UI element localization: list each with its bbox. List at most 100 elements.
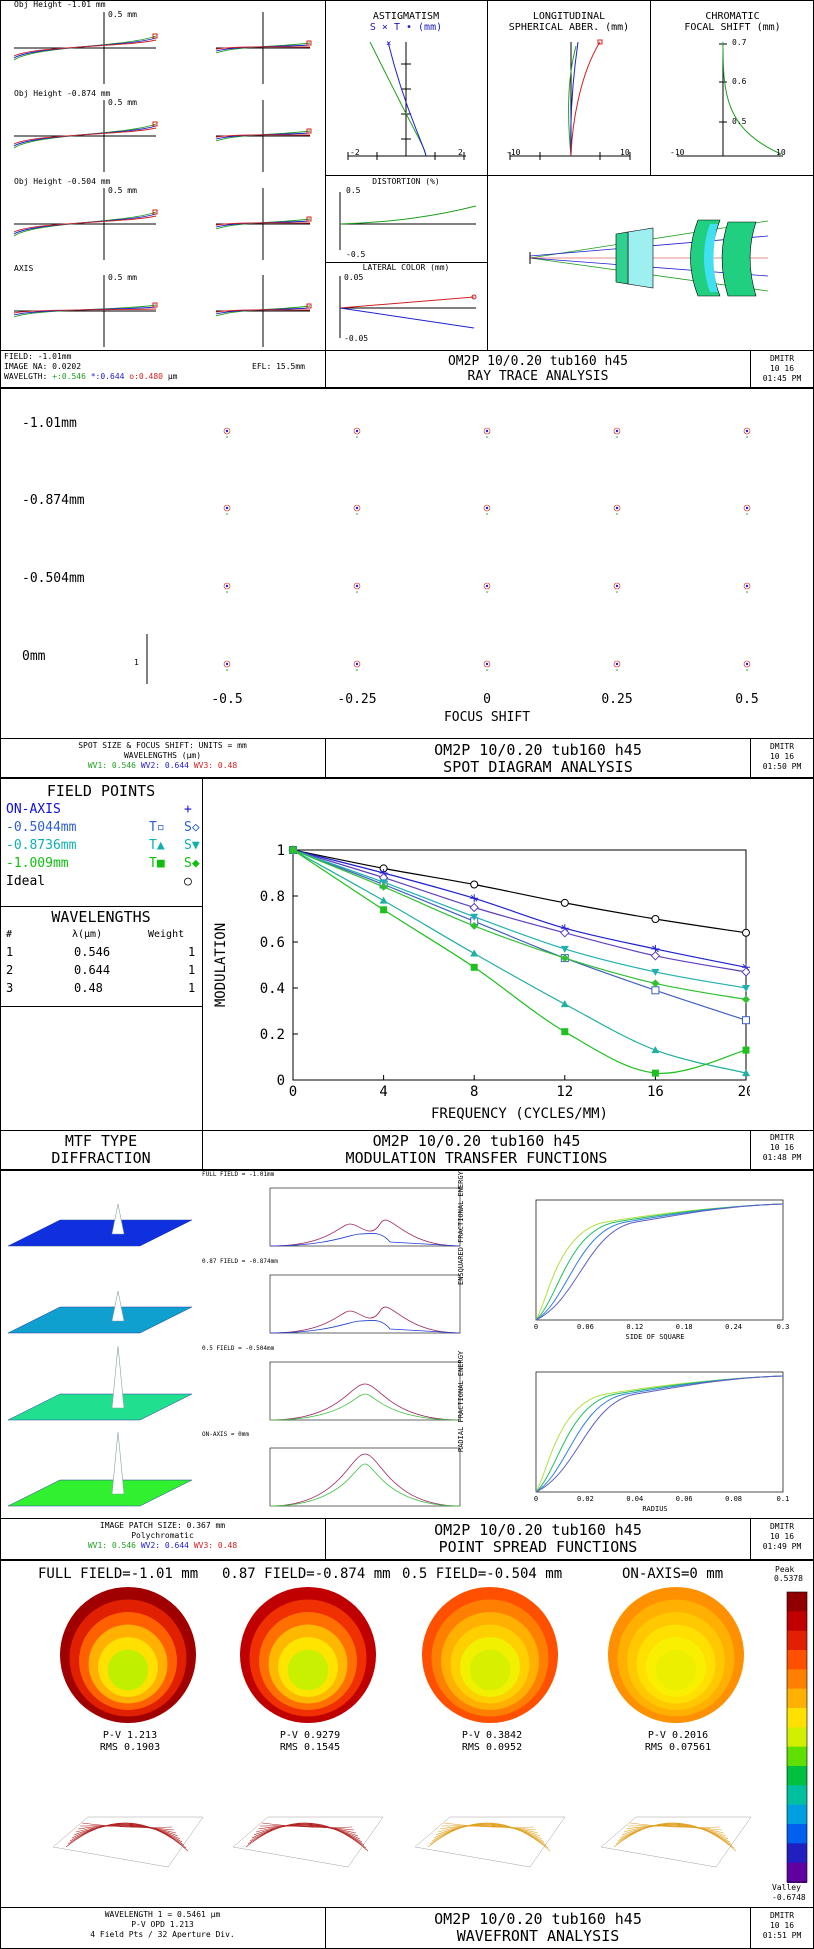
field-point-s: ○ bbox=[184, 874, 192, 889]
pv-2: P-V 0.9279 bbox=[279, 1730, 341, 1741]
fan-scale-4: 0.5 mm bbox=[108, 273, 137, 282]
fan-marker bbox=[306, 216, 312, 222]
mtf-point bbox=[742, 1046, 750, 1054]
spot-wv1: WV1: 0.546 bbox=[87, 761, 136, 770]
psf-section-curve bbox=[269, 1383, 461, 1421]
mtf-point bbox=[650, 951, 661, 961]
wavefront-ring bbox=[287, 1649, 329, 1691]
spot-dot bbox=[743, 582, 751, 590]
spot-dot bbox=[486, 591, 488, 593]
mtf-x-tick-label: 16 bbox=[647, 1084, 664, 1100]
psf-section-curve bbox=[269, 1319, 461, 1334]
astig-subtitle: S × T • (mm) bbox=[369, 22, 443, 33]
wavefront-surface-line bbox=[245, 1822, 369, 1852]
colorbar-segment bbox=[787, 1630, 807, 1651]
psf-subtitle: POINT SPREAD FUNCTIONS bbox=[438, 1538, 638, 1556]
mtf-point bbox=[470, 921, 479, 930]
energy-x-tick: 0 bbox=[534, 1323, 538, 1331]
spot-title: OM2P 10/0.20 tub160 h45 bbox=[434, 741, 642, 759]
psf-peak bbox=[111, 1345, 125, 1409]
spot-dot bbox=[355, 584, 359, 588]
wavefront-maps bbox=[52, 1587, 808, 1883]
mtf-y-tick-label: 0 bbox=[277, 1073, 285, 1089]
wavefront-surface-line bbox=[81, 1822, 173, 1828]
mtf-x-tick-label: 20 bbox=[738, 1084, 750, 1100]
spot-dot bbox=[223, 582, 231, 590]
fan-marker bbox=[152, 209, 158, 215]
spot-dot bbox=[353, 582, 361, 590]
mtf-point bbox=[470, 963, 478, 971]
spot-dot bbox=[745, 429, 749, 433]
wl-head-weight: Weight bbox=[148, 929, 185, 940]
spot-dot bbox=[745, 662, 749, 666]
fan-label-3: Obj Height -0.504 mm bbox=[14, 177, 111, 186]
mtf-y-tick-label: 0.6 bbox=[260, 935, 285, 951]
spot-dot bbox=[613, 427, 621, 435]
ray-wl-prefix: WAVELGTH: bbox=[4, 372, 48, 381]
mtf-point bbox=[379, 879, 388, 887]
spot-dot bbox=[355, 429, 359, 433]
mtf-point bbox=[560, 1000, 569, 1008]
wavefront-surface-line bbox=[627, 1825, 723, 1831]
ray-wavelengths: WAVELGTH: +:0.546 *:0.644 o:0.480 µm bbox=[4, 372, 177, 381]
mtf-series-line bbox=[292, 849, 747, 1021]
psf-section-curve bbox=[269, 1463, 461, 1507]
colorbar-segment bbox=[787, 1708, 807, 1729]
spot-dot bbox=[225, 584, 229, 588]
mtf-series-line bbox=[292, 849, 747, 968]
wavefront-surface-line bbox=[617, 1823, 733, 1846]
spot-grid bbox=[146, 427, 751, 684]
psf-info1: IMAGE PATCH SIZE: 0.367 mm bbox=[99, 1521, 226, 1530]
spot-dot bbox=[615, 429, 619, 433]
colorbar-frame bbox=[786, 1591, 808, 1883]
wavefront-sheet: FULL FIELD=-1.01 mm 0.87 FIELD=-0.874 mm… bbox=[0, 1560, 814, 1949]
psf-peak bbox=[111, 1290, 125, 1322]
wave-info1: WAVELENGTH 1 = 0.5461 µm bbox=[104, 1910, 221, 1919]
energy-curve bbox=[535, 1203, 784, 1321]
energy-curve bbox=[535, 1203, 784, 1321]
mtf-series-line bbox=[292, 849, 747, 1074]
wavefront-surface-line bbox=[427, 1822, 551, 1852]
colorbar-segment bbox=[787, 1611, 807, 1632]
mtf-y-tick-label: 0.4 bbox=[260, 981, 285, 997]
spot-dot bbox=[746, 669, 748, 671]
mtf-point bbox=[742, 1016, 750, 1025]
field-point-name: Ideal bbox=[6, 874, 46, 889]
mtf-point bbox=[561, 1028, 569, 1036]
fan-marker bbox=[306, 40, 312, 46]
spot-dot bbox=[746, 591, 748, 593]
latcol-y-pos: 0.05 bbox=[344, 273, 364, 282]
fan-curve bbox=[215, 222, 311, 226]
pv-1: P-V 1.213 bbox=[102, 1730, 158, 1741]
psf-plots: 0 0.06 0.12 0.18 0.24 0.3 0 0.02 0.04 0.06 0.08 0.1 bbox=[7, 1187, 789, 1507]
field-point-s: S◆ bbox=[184, 856, 200, 871]
spot-dot bbox=[486, 436, 488, 438]
spot-dot bbox=[745, 584, 749, 588]
spot-dot bbox=[356, 669, 358, 671]
wavelength-index: 1 bbox=[6, 945, 14, 959]
energy-box bbox=[535, 1199, 784, 1321]
dist-y-neg: -0.5 bbox=[346, 250, 366, 259]
wavefront-surface-line bbox=[75, 1825, 179, 1837]
spot-dot bbox=[223, 504, 231, 512]
psf-section-curve bbox=[269, 1306, 461, 1334]
fan-label-2: Obj Height -0.874 mm bbox=[14, 89, 111, 98]
fan-scale-1: 0.5 mm bbox=[108, 10, 137, 19]
fan-marker bbox=[152, 121, 158, 127]
spot-dot bbox=[743, 504, 751, 512]
mtf-time: 01:48 PM bbox=[762, 1153, 802, 1162]
mtf-type: MTF TYPE bbox=[64, 1132, 138, 1150]
spot-dot bbox=[745, 506, 749, 510]
fan-label-1: Obj Height -1.01 mm bbox=[14, 0, 106, 9]
psf-wv2: WV2: 0.644 bbox=[140, 1541, 189, 1550]
spot-dot bbox=[226, 591, 228, 593]
spot-row-4: 0mm bbox=[22, 649, 46, 664]
fan-label-4: AXIS bbox=[14, 264, 34, 273]
pv-4: P-V 0.2016 bbox=[647, 1730, 709, 1741]
focus-2: -0.25 bbox=[337, 692, 377, 707]
wavefront-surface-line bbox=[615, 1823, 735, 1849]
wave-head-3: 0.5 FIELD=-0.504 mm bbox=[402, 1566, 563, 1582]
psf-peak bbox=[111, 1431, 125, 1495]
energy-x-tick: 0 bbox=[534, 1495, 538, 1503]
longitudinal-plot bbox=[509, 39, 631, 160]
